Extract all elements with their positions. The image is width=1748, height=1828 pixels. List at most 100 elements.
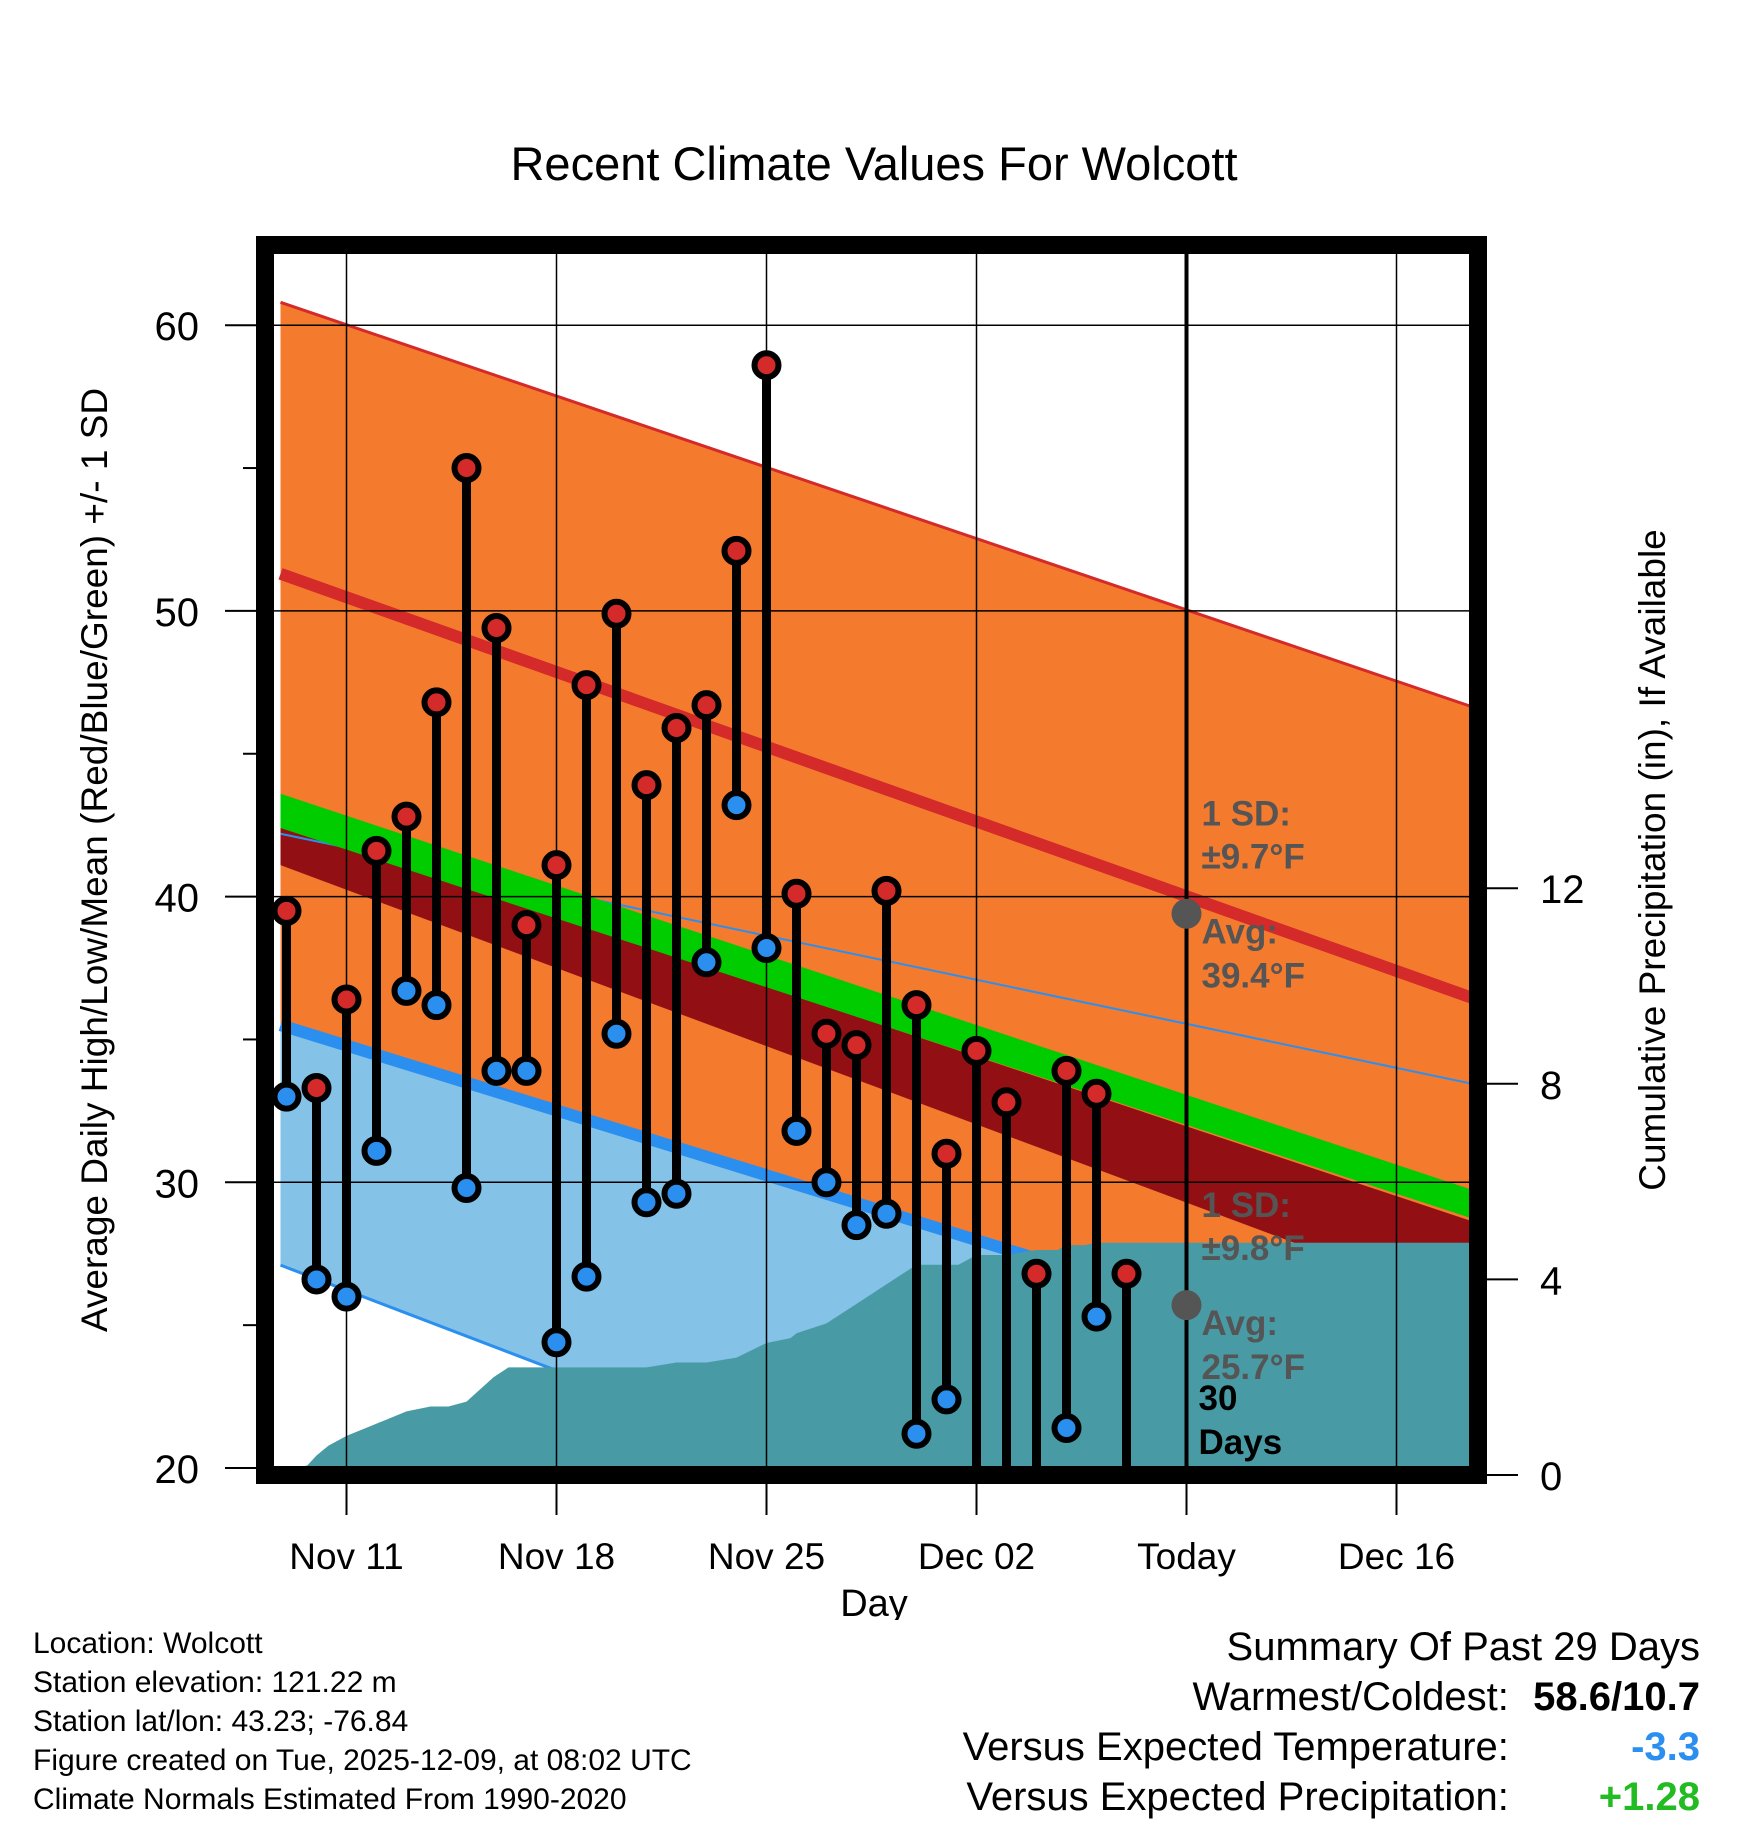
high-upper-sd-line bbox=[280, 300, 1478, 711]
low-point bbox=[1051, 1413, 1082, 1444]
plot-area: 1 SD: ±9.7°F Avg: 39.4°F 1 SD: ±9.8°F Avg: 25.7… bbox=[155, 236, 1585, 1577]
normal-marker-1 bbox=[1171, 1290, 1202, 1321]
y-tick-label: 20 bbox=[155, 1448, 200, 1492]
info-elevation: Station elevation: 121.22 m bbox=[33, 1666, 397, 1699]
y-axis-label: Average Daily High/Low/Mean (Red/Blue/Gr… bbox=[74, 388, 115, 1332]
high-point bbox=[511, 910, 542, 941]
x-tick-label: Dec 16 bbox=[1338, 1536, 1455, 1577]
low-point bbox=[301, 1264, 332, 1295]
low-point bbox=[751, 933, 782, 964]
high-point bbox=[361, 835, 392, 866]
x-tick-label: Dec 02 bbox=[918, 1536, 1035, 1577]
x-tick-label: Nov 25 bbox=[708, 1536, 825, 1577]
summary-panel: Summary Of Past 29 Days Warmest/Coldest:… bbox=[963, 1622, 1700, 1822]
high-point bbox=[721, 535, 752, 566]
low-point bbox=[451, 1173, 482, 1204]
high-point bbox=[811, 1018, 842, 1049]
high-point bbox=[631, 770, 662, 801]
low-point bbox=[901, 1418, 932, 1449]
high-point bbox=[271, 895, 302, 926]
low-point bbox=[691, 947, 722, 978]
high-point bbox=[601, 598, 632, 629]
high-point bbox=[1021, 1258, 1052, 1289]
summary-precip: Versus Expected Precipitation: +1.28 bbox=[963, 1772, 1700, 1822]
high-point bbox=[661, 713, 692, 744]
annotation-sd-label-1: 1 SD: bbox=[1202, 1186, 1291, 1225]
temp-anomaly-value: -3.3 bbox=[1631, 1725, 1700, 1769]
low-point bbox=[601, 1018, 632, 1049]
warm-cold-label: Warmest/Coldest: bbox=[1192, 1675, 1509, 1719]
high-point bbox=[871, 875, 902, 906]
days-window-unit: Days bbox=[1199, 1423, 1283, 1462]
y-tick-label: 60 bbox=[155, 305, 200, 349]
y-tick-label: 50 bbox=[155, 591, 200, 635]
low-point bbox=[271, 1081, 302, 1112]
low-point bbox=[331, 1281, 362, 1312]
low-point bbox=[1081, 1301, 1112, 1332]
info-latlon: Station lat/lon: 43.23; -76.84 bbox=[33, 1705, 409, 1738]
warm-cold-value: 58.6/10.7 bbox=[1533, 1675, 1700, 1719]
high-point bbox=[481, 613, 512, 644]
high-point bbox=[781, 878, 812, 909]
annotation-avg-label-0: Avg: bbox=[1202, 913, 1278, 952]
high-point bbox=[541, 850, 572, 881]
summary-title: Summary Of Past 29 Days bbox=[1226, 1625, 1700, 1669]
x-axis-label: Day bbox=[840, 1583, 908, 1620]
x-tick-label: Nov 11 bbox=[289, 1536, 404, 1577]
y-tick-label: 40 bbox=[155, 877, 200, 921]
low-point bbox=[481, 1055, 512, 1086]
y2-tick-label: 0 bbox=[1540, 1455, 1562, 1499]
station-info: Location: Wolcott Station elevation: 121… bbox=[33, 1624, 692, 1819]
low-point bbox=[781, 1115, 812, 1146]
y2-axis-label: Cumulative Precipitation (in), If Availa… bbox=[1632, 529, 1673, 1191]
high-point bbox=[841, 1030, 872, 1061]
info-location: Location: Wolcott bbox=[33, 1627, 263, 1660]
high-point bbox=[991, 1087, 1022, 1118]
high-point bbox=[421, 687, 452, 718]
high-point bbox=[931, 1138, 962, 1169]
chart-title: Recent Climate Values For Wolcott bbox=[510, 137, 1237, 190]
mean-band bbox=[280, 793, 1478, 1221]
annotation-avg-value-1: 25.7°F bbox=[1202, 1348, 1306, 1387]
precip-anomaly-label: Versus Expected Precipitation: bbox=[966, 1775, 1509, 1819]
summary-warm-cold: Warmest/Coldest: 58.6/10.7 bbox=[963, 1672, 1701, 1722]
plot-frame bbox=[256, 236, 1487, 1484]
summary-temp: Versus Expected Temperature: -3.3 bbox=[963, 1722, 1700, 1772]
climate-chart: Recent Climate Values For Wolcott 1 SD: ±… bbox=[74, 137, 1673, 1620]
days-window-number: 30 bbox=[1199, 1379, 1238, 1418]
y2-tick-label: 4 bbox=[1540, 1259, 1562, 1303]
high-point bbox=[901, 990, 932, 1021]
low-point bbox=[421, 990, 452, 1021]
precip-anomaly-value: +1.28 bbox=[1598, 1775, 1700, 1819]
high-point bbox=[331, 984, 362, 1015]
high-point bbox=[451, 453, 482, 484]
high-point bbox=[571, 670, 602, 701]
annotation-sd-value-1: ±9.8°F bbox=[1202, 1229, 1305, 1268]
x-tick-label: Nov 18 bbox=[498, 1536, 615, 1577]
normal-marker-0 bbox=[1171, 898, 1202, 929]
low-point bbox=[541, 1327, 572, 1358]
low-point bbox=[661, 1178, 692, 1209]
y-tick-label: 30 bbox=[155, 1162, 200, 1206]
info-normals: Climate Normals Estimated From 1990-2020 bbox=[33, 1783, 627, 1816]
x-tick-label: Today bbox=[1137, 1536, 1236, 1577]
low-point bbox=[811, 1167, 842, 1198]
low-lower-sd-line bbox=[279, 1263, 835, 1475]
temp-anomaly-label: Versus Expected Temperature: bbox=[962, 1725, 1509, 1769]
low-point bbox=[391, 975, 422, 1006]
low-point bbox=[841, 1210, 872, 1241]
high-normal-line bbox=[278, 568, 1478, 1007]
high-point bbox=[391, 801, 422, 832]
annotation-avg-value-0: 39.4°F bbox=[1202, 957, 1306, 996]
annotation-avg-label-1: Avg: bbox=[1202, 1304, 1278, 1343]
high-point bbox=[691, 690, 722, 721]
info-created: Figure created on Tue, 2025-12-09, at 08… bbox=[33, 1744, 692, 1777]
low-point bbox=[571, 1261, 602, 1292]
high-point bbox=[1111, 1258, 1142, 1289]
high-point bbox=[1081, 1078, 1112, 1109]
low-point bbox=[931, 1384, 962, 1415]
low-point bbox=[721, 790, 752, 821]
overlap-band bbox=[280, 825, 1478, 1312]
plot-layers-clipped bbox=[265, 245, 1478, 1475]
low-point bbox=[361, 1135, 392, 1166]
